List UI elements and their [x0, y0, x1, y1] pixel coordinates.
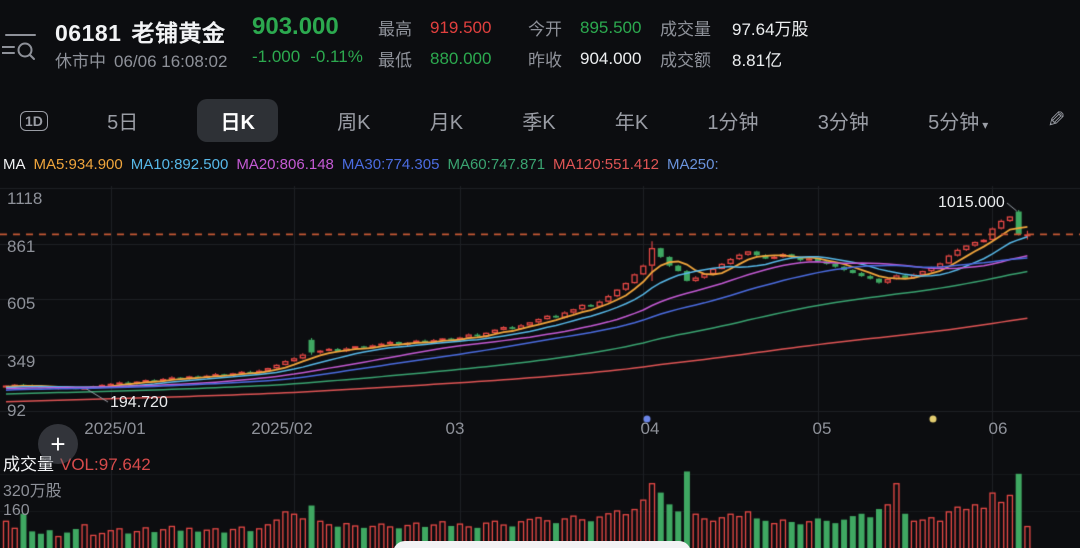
ma30-value: MA30:774.305	[341, 156, 440, 173]
x-axis-jan: 2025/01	[84, 419, 146, 438]
price-change-pct: -0.11%	[310, 47, 363, 66]
tab-3min[interactable]: 3分钟	[817, 111, 869, 134]
tab-daily-k[interactable]: 日K	[197, 98, 278, 142]
stat-value-turnover: 8.81亿	[732, 51, 783, 70]
ma60-value: MA60:747.871	[447, 156, 546, 173]
tab-quarterly-k[interactable]: 季K	[522, 111, 556, 134]
market-status-row: 休市中 06/06 16:08:02	[55, 47, 235, 72]
tab-1d[interactable]: 1D	[20, 109, 48, 132]
ma10-value: MA10:892.500	[130, 156, 229, 173]
tab-5min-label: 5分钟	[928, 111, 980, 134]
tab-5min[interactable]: 5分钟 ▾	[928, 106, 988, 135]
add-indicator-button[interactable]: +	[38, 424, 78, 464]
volume-current-value: VOL:97.642	[60, 455, 151, 474]
period-tabbar: 1D 5日 日K 周K 月K 季K 年K 1分钟 3分钟 5分钟 ▾ ✎	[0, 96, 1080, 144]
volume-scale-320: 320万股	[3, 483, 62, 500]
stat-label-turnover: 成交额	[660, 51, 711, 70]
high-price-marker: 1015.000	[938, 194, 1005, 211]
ma-legend: MA MA5:934.900 MA10:892.500 MA20:806.148…	[3, 156, 719, 173]
ma120-value: MA120:551.412	[553, 156, 659, 173]
x-axis-may: 05	[812, 419, 832, 438]
y-axis-tick-349: 349	[7, 352, 36, 371]
volume-scale-160: 160	[3, 502, 30, 519]
x-axis-jun: 06	[988, 419, 1008, 438]
y-axis-tick-92: 92	[7, 401, 26, 420]
stat-label-open: 今开	[528, 20, 562, 39]
y-axis-tick-861: 861	[7, 237, 36, 256]
stat-value-prev-close: 904.000	[580, 48, 642, 68]
stat-label-high: 最高	[378, 20, 412, 39]
price-change: -1.000	[252, 47, 301, 66]
ma-prefix: MA	[3, 156, 26, 173]
y-axis-tick-1118: 1118	[7, 189, 43, 208]
low-price-marker: 194.720	[110, 394, 168, 411]
tab-5day[interactable]: 5日	[107, 111, 139, 134]
chevron-down-icon: ▾	[982, 117, 989, 132]
ma250-value: MA250:	[666, 156, 719, 173]
stat-label-low: 最低	[378, 51, 412, 70]
tab-monthly-k[interactable]: 月K	[429, 111, 464, 134]
stock-name: 老铺黄金	[131, 20, 226, 46]
volume-pane-header: 成交量 VOL:97.642	[3, 450, 151, 475]
stat-value-volume: 97.64万股	[732, 20, 809, 39]
x-axis-feb: 2025/02	[251, 419, 313, 438]
stat-label-prev-close: 昨收	[528, 51, 562, 70]
stock-code: 06181	[55, 20, 122, 46]
bottom-sheet-handle[interactable]	[393, 541, 691, 548]
y-axis-tick-605: 605	[7, 294, 36, 313]
ma20-value: MA20:806.148	[236, 156, 334, 173]
price-change-row: -1.000 -0.11%	[252, 47, 373, 67]
x-axis-apr: 04	[640, 419, 660, 438]
quote-datetime: 06/06 16:08:02	[114, 52, 228, 71]
volume-pane-title: 成交量	[3, 455, 54, 474]
stat-label-volume: 成交量	[660, 20, 711, 39]
one-day-icon: 1D	[20, 110, 48, 131]
tab-1min[interactable]: 1分钟	[707, 111, 759, 134]
stat-value-low: 880.000	[430, 48, 492, 68]
ma5-value: MA5:934.900	[33, 156, 123, 173]
stock-title: 06181 老铺黄金	[55, 14, 225, 48]
drawing-tools-icon[interactable]: ✎	[1047, 107, 1066, 132]
x-axis-mar: 03	[445, 419, 465, 438]
watchlist-search-icon[interactable]	[2, 26, 38, 64]
quote-stats-grid: 最高 919.500 今开 895.500 成交量 97.64万股 最低 880…	[378, 12, 854, 74]
stat-value-high: 919.500	[430, 17, 492, 37]
tab-yearly-k[interactable]: 年K	[614, 111, 649, 134]
market-status: 休市中	[55, 52, 106, 71]
tab-weekly-k[interactable]: 周K	[337, 111, 371, 134]
stat-value-open: 895.500	[580, 17, 642, 37]
last-price: 903.000	[252, 13, 339, 40]
